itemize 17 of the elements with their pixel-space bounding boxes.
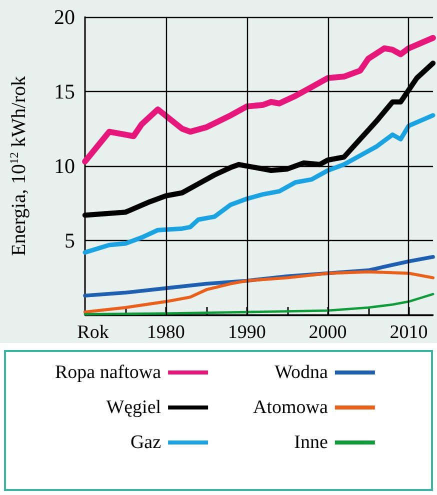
x-tick-label: 2000 xyxy=(308,322,347,343)
x-axis-title: Rok xyxy=(77,322,110,343)
legend-label: Inne xyxy=(294,432,328,453)
line-series xyxy=(82,113,436,255)
y-tick-label: 15 xyxy=(54,80,75,104)
y-tick-label: 10 xyxy=(54,154,75,178)
legend-label: Atomowa xyxy=(252,397,328,418)
y-axis-title: Energia, 1012 kWh/rok xyxy=(7,76,30,256)
legend-label: Wodna xyxy=(274,362,328,383)
legend-label: Ropa naftowa xyxy=(54,362,162,383)
y-tick-label: 5 xyxy=(64,228,75,252)
x-tick-label: 2010 xyxy=(390,322,428,343)
y-tick-label: 20 xyxy=(54,5,75,29)
x-tick-label: 1980 xyxy=(146,322,185,343)
legend-label: Węgiel xyxy=(106,397,162,418)
legend-label: Gaz xyxy=(130,432,162,453)
x-tick-label: 1990 xyxy=(228,322,266,343)
